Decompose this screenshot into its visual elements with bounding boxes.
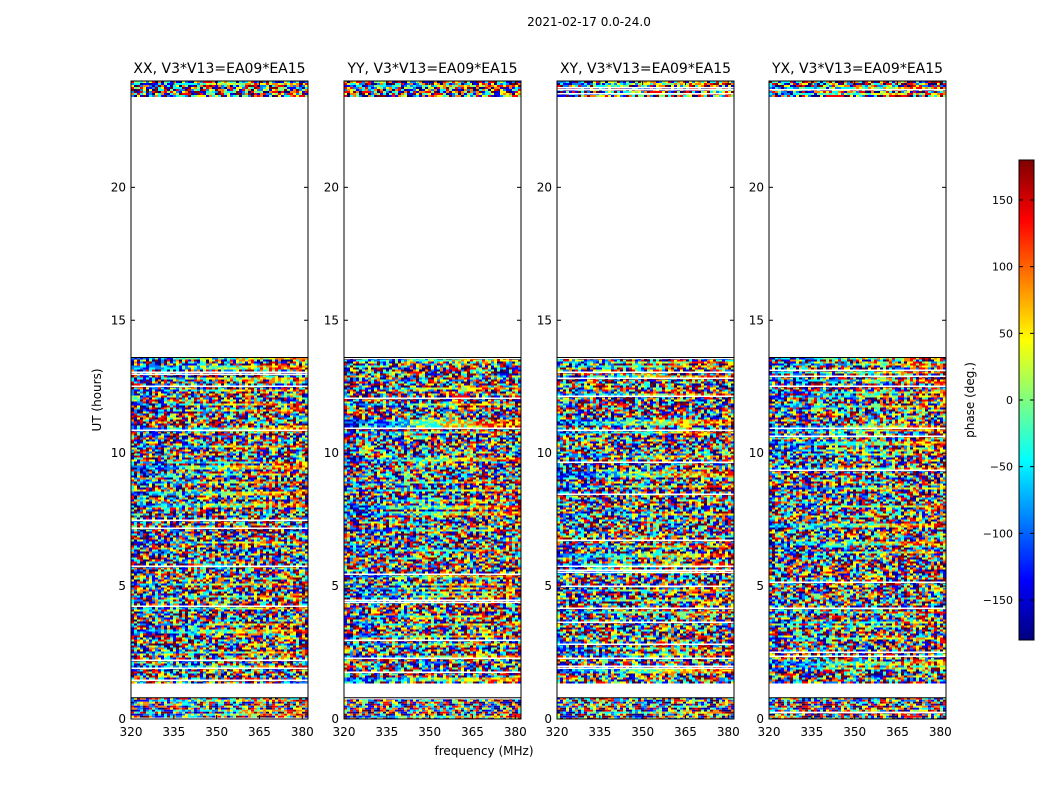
colorbar-label: phase (deg.)	[963, 362, 977, 438]
x-tick-label: 365	[461, 725, 484, 739]
panel-frame	[556, 80, 735, 720]
x-tick-label: 380	[504, 725, 527, 739]
y-tick-label: 20	[749, 180, 764, 194]
heatmap-cells	[769, 81, 946, 719]
y-tick-label: 5	[118, 579, 126, 593]
x-tick-label: 320	[546, 725, 569, 739]
x-tick-label: 380	[929, 725, 952, 739]
y-tick-label: 10	[537, 446, 552, 460]
y-tick-label: 10	[749, 446, 764, 460]
x-tick-label: 335	[800, 725, 823, 739]
panel-title: YX, V3*V13=EA09*EA15	[771, 61, 943, 77]
y-tick-label: 20	[537, 180, 552, 194]
heatmap-cells	[557, 81, 734, 719]
y-tick-label: 20	[324, 180, 339, 194]
panel-4: YX, V3*V13=EA09*EA15 320 335 350 365 380 0 5 10 1…	[749, 61, 952, 739]
y-tick-label: 0	[331, 712, 339, 726]
colorbar: 150 100 50 0 −50 −100 −150 phase (deg.)	[963, 159, 1035, 641]
x-tick-label: 320	[120, 725, 143, 739]
y-tick-label: 0	[118, 712, 126, 726]
x-tick-label: 335	[162, 725, 185, 739]
y-tick-label: 10	[324, 446, 339, 460]
x-tick-label: 320	[758, 725, 781, 739]
colorbar-tick-label: 0	[1006, 394, 1013, 407]
colorbar-tick-label: 100	[992, 261, 1013, 274]
colorbar-tick-label: −150	[983, 594, 1013, 607]
panel-title: YY, V3*V13=EA09*EA15	[346, 61, 517, 77]
x-tick-label: 350	[843, 725, 866, 739]
panel-title: XY, V3*V13=EA09*EA15	[560, 61, 731, 77]
x-tick-label: 350	[631, 725, 654, 739]
x-tick-label: 365	[248, 725, 271, 739]
panel-3: XY, V3*V13=EA09*EA15 320 335 350 365 380 0 5 10 1…	[537, 61, 740, 739]
y-tick-label: 5	[756, 579, 764, 593]
y-tick-label: 5	[544, 579, 552, 593]
x-tick-label: 335	[588, 725, 611, 739]
y-tick-label: 15	[749, 313, 764, 327]
panel-frame	[768, 80, 947, 720]
y-tick-label: 20	[111, 180, 126, 194]
panel-1: XX, V3*V13=EA09*EA15 320 335 350 365 380 0 5 10 1…	[111, 61, 314, 739]
panel-title: XX, V3*V13=EA09*EA15	[133, 61, 305, 77]
y-axis-label: UT (hours)	[90, 368, 104, 431]
colorbar-tick-label: −50	[990, 461, 1013, 474]
x-tick-label: 335	[375, 725, 398, 739]
y-tick-label: 15	[537, 313, 552, 327]
x-tick-label: 350	[418, 725, 441, 739]
heatmap-cells	[344, 81, 521, 719]
x-tick-label: 365	[674, 725, 697, 739]
heatmap-panels: XX, V3*V13=EA09*EA15 320 335 350 365 380 0 5 10 1…	[111, 61, 952, 739]
panel-frame	[343, 80, 522, 720]
x-tick-label: 365	[886, 725, 909, 739]
x-axis-label: frequency (MHz)	[434, 744, 533, 758]
panel-frame	[130, 80, 309, 720]
y-tick-label: 10	[111, 446, 126, 460]
colorbar-tick-label: 50	[999, 327, 1013, 340]
x-tick-label: 380	[291, 725, 314, 739]
y-tick-label: 0	[544, 712, 552, 726]
x-tick-label: 380	[717, 725, 740, 739]
heatmap-cells	[131, 81, 308, 719]
colorbar-tick-label: 150	[992, 194, 1013, 207]
figure-title: 2021-02-17 0.0-24.0	[527, 15, 651, 29]
y-tick-label: 5	[331, 579, 339, 593]
y-tick-label: 15	[324, 313, 339, 327]
y-tick-label: 0	[756, 712, 764, 726]
colorbar-tick-label: −100	[983, 527, 1013, 540]
panel-2: YY, V3*V13=EA09*EA15 320 335 350 365 380 0 5 10 1…	[324, 61, 527, 739]
colorbar-ticks: 150 100 50 0 −50 −100 −150	[983, 194, 1034, 607]
x-tick-label: 350	[205, 725, 228, 739]
x-tick-label: 320	[333, 725, 356, 739]
y-tick-label: 15	[111, 313, 126, 327]
